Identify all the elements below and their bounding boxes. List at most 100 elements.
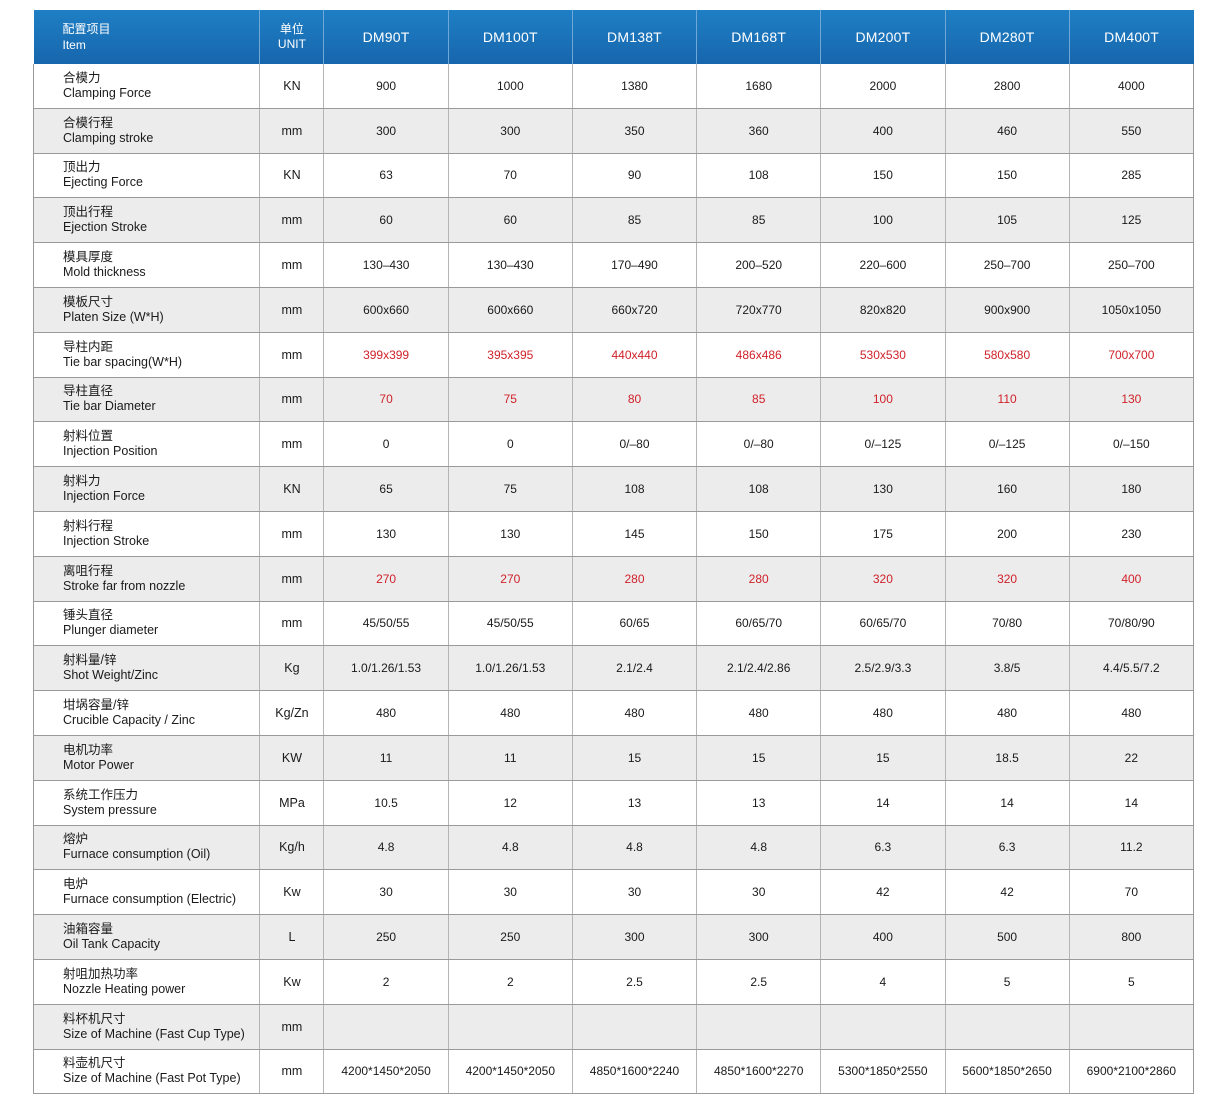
table-row: 油箱容量 Oil Tank Capacity L 250 250 300 300 400 500… xyxy=(32,914,1195,960)
spec-item-cell: 射料力 Injection Force xyxy=(32,466,261,512)
spec-value-cell: 65 xyxy=(323,466,449,512)
table-row: 导柱直径 Tie bar Diameter mm 70 75 80 85 100 110 130 xyxy=(32,377,1195,423)
spec-value-cell: 70 xyxy=(448,153,573,199)
spec-unit-cell: Kw xyxy=(259,869,325,916)
spec-unit-cell: Kg/h xyxy=(259,825,325,871)
spec-item-cell: 合模行程 Clamping stroke xyxy=(32,108,261,154)
spec-value-cell: 480 xyxy=(696,690,822,736)
spec-item-cell: 料壶机尺寸 Size of Machine (Fast Pot Type) xyxy=(32,1049,261,1095)
table-row: 模具厚度 Mold thickness mm 130–430 130–430 170–49… xyxy=(32,242,1195,288)
spec-item-en: Ejecting Force xyxy=(63,175,143,190)
spec-item-cell: 系统工作压力 System pressure xyxy=(32,780,261,826)
spec-value-cell: 2.1/2.4/2.86 xyxy=(696,645,822,692)
spec-value-cell: 180 xyxy=(1069,466,1195,512)
spec-value-cell: 4.8 xyxy=(696,825,822,871)
spec-item-en: Furnace consumption (Electric) xyxy=(63,892,236,907)
model-header-dm168t: DM168T xyxy=(696,10,822,64)
spec-value-cell: 4200*1450*2050 xyxy=(323,1049,449,1095)
spec-item-en: Injection Force xyxy=(63,489,145,504)
spec-unit-cell: mm xyxy=(259,1004,325,1050)
spec-item-en: Furnace consumption (Oil) xyxy=(63,847,211,862)
spec-item-en: Motor Power xyxy=(63,757,134,772)
spec-item-zh: 熔炉 xyxy=(63,832,89,847)
table-row: 离咀行程 Stroke far from nozzle mm 270 270 280 280… xyxy=(32,556,1195,602)
spec-value-cell: 70/80 xyxy=(945,601,1070,647)
spec-item-zh: 料杯机尺寸 xyxy=(63,1011,126,1026)
spec-item-zh: 模具厚度 xyxy=(63,250,114,265)
spec-item-en: Size of Machine (Fast Cup Type) xyxy=(63,1026,245,1041)
spec-unit-cell: mm xyxy=(259,242,325,288)
spec-value-cell: 2.5/2.9/3.3 xyxy=(820,645,946,692)
spec-value-cell: 30 xyxy=(448,869,573,916)
spec-item-en: Stroke far from nozzle xyxy=(63,578,186,593)
table-row: 锤头直径 Plunger diameter mm 45/50/55 45/50/55 60… xyxy=(32,601,1195,647)
spec-unit-cell: mm xyxy=(259,511,325,557)
spec-value-cell: 800 xyxy=(1069,914,1195,960)
spec-unit-cell: KN xyxy=(259,64,325,109)
spec-value-cell: 108 xyxy=(572,466,698,512)
spec-unit-cell: Kw xyxy=(259,959,325,1005)
spec-value-cell: 0/–125 xyxy=(820,421,946,468)
spec-value-cell: 3.8/5 xyxy=(945,645,1070,692)
unit-column-header: 单位 UNIT xyxy=(259,10,325,64)
spec-value-cell: 400 xyxy=(820,914,946,960)
spec-value-cell: 160 xyxy=(945,466,1070,512)
spec-value-cell: 480 xyxy=(572,690,698,736)
spec-value-cell: 1380 xyxy=(572,64,698,109)
spec-item-en: Oil Tank Capacity xyxy=(63,937,161,952)
table-row: 导柱内距 Tie bar spacing(W*H) mm 399x399 395x395… xyxy=(32,332,1195,378)
spec-item-zh: 电机功率 xyxy=(63,742,114,757)
spec-value-cell: 2.5 xyxy=(696,959,822,1005)
spec-unit-cell: KW xyxy=(259,735,325,781)
spec-item-en: Mold thickness xyxy=(63,265,146,280)
model-header-dm200t: DM200T xyxy=(820,10,946,64)
table-row: 射料位置 Injection Position mm 0 0 0/–80 0/–80 0/–1… xyxy=(32,421,1195,468)
spec-value-cell xyxy=(1069,1004,1195,1050)
spec-unit-cell: MPa xyxy=(259,780,325,826)
spec-unit-cell: Kg xyxy=(259,645,325,692)
spec-value-cell: 60 xyxy=(448,197,573,244)
spec-value-cell: 4850*1600*2240 xyxy=(572,1049,698,1095)
spec-value-cell: 320 xyxy=(820,556,946,602)
spec-item-cell: 顶出行程 Ejection Stroke xyxy=(32,197,261,244)
spec-value-cell: 130–430 xyxy=(448,242,573,288)
spec-value-cell: 4.8 xyxy=(323,825,449,871)
spec-item-en: Clamping stroke xyxy=(63,130,154,145)
spec-value-cell: 70/80/90 xyxy=(1069,601,1195,647)
spec-value-cell: 480 xyxy=(448,690,573,736)
spec-value-cell: 60/65/70 xyxy=(696,601,822,647)
table-row: 射料行程 Injection Stroke mm 130 130 145 150 175 200… xyxy=(32,511,1195,557)
spec-unit-cell: mm xyxy=(259,108,325,154)
spec-value-cell: 580x580 xyxy=(945,332,1070,378)
spec-value-cell: 5300*1850*2550 xyxy=(820,1049,946,1095)
spec-value-cell: 10.5 xyxy=(323,780,449,826)
spec-item-cell: 电炉 Furnace consumption (Electric) xyxy=(32,869,261,916)
table-row: 模板尺寸 Platen Size (W*H) mm 600x660 600x660 660… xyxy=(32,287,1195,333)
table-header: 配置项目 Item 单位 UNIT DM90T DM100T DM138T DM… xyxy=(33,10,1194,64)
spec-value-cell xyxy=(945,1004,1070,1050)
spec-value-cell: 700x700 xyxy=(1069,332,1195,378)
spec-item-zh: 射料位置 xyxy=(63,429,114,444)
table-row: 坩埚容量/锌 Crucible Capacity / Zinc Kg/Zn 480 48… xyxy=(32,690,1195,736)
spec-value-cell: 360 xyxy=(696,108,822,154)
spec-value-cell: 270 xyxy=(323,556,449,602)
spec-value-cell: 0 xyxy=(323,421,449,468)
spec-value-cell: 70 xyxy=(1069,869,1195,916)
spec-value-cell: 42 xyxy=(820,869,946,916)
spec-value-cell: 12 xyxy=(448,780,573,826)
spec-item-zh: 模板尺寸 xyxy=(63,294,114,309)
spec-value-cell: 200 xyxy=(945,511,1070,557)
spec-value-cell: 13 xyxy=(572,780,698,826)
spec-value-cell: 530x530 xyxy=(820,332,946,378)
table-row: 料杯机尺寸 Size of Machine (Fast Cup Type) mm xyxy=(32,1004,1195,1050)
item-header-en: Item xyxy=(62,38,86,52)
spec-value-cell: 150 xyxy=(945,153,1070,199)
spec-item-cell: 导柱直径 Tie bar Diameter xyxy=(32,377,261,423)
spec-value-cell: 108 xyxy=(696,153,822,199)
spec-value-cell: 45/50/55 xyxy=(323,601,449,647)
item-column-header: 配置项目 Item xyxy=(33,10,261,64)
spec-value-cell: 5 xyxy=(1069,959,1195,1005)
spec-item-en: Tie bar spacing(W*H) xyxy=(63,354,183,369)
spec-value-cell: 85 xyxy=(696,197,822,244)
spec-value-cell: 285 xyxy=(1069,153,1195,199)
